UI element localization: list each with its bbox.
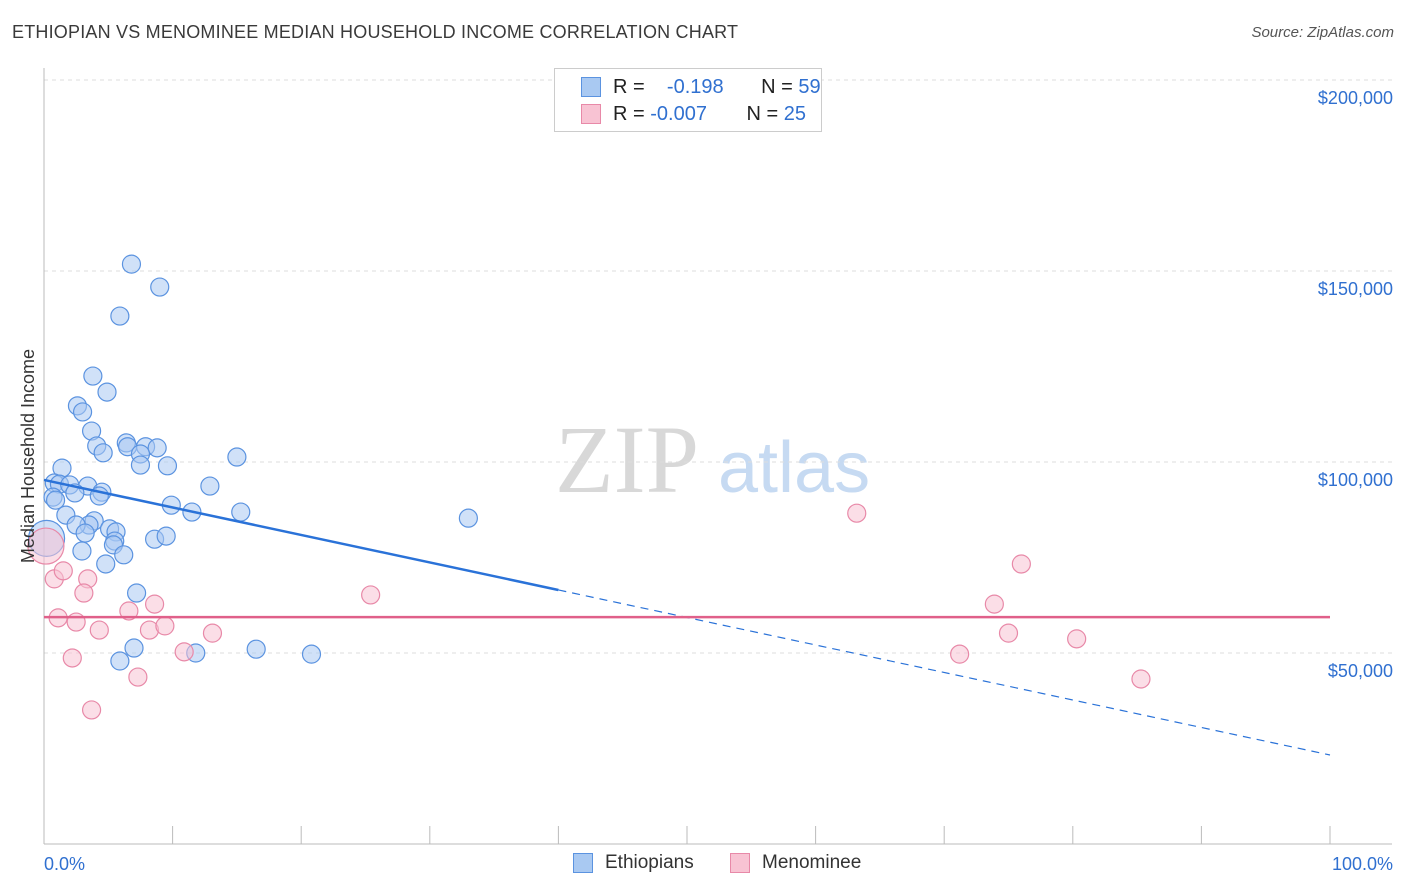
legend-item-menominee[interactable]: Menominee [730,852,861,874]
legend-item-ethiopians[interactable]: Ethiopians [573,852,694,874]
menominee-point [1131,669,1151,689]
n-value: 59 [798,75,821,98]
watermark: ZIP [555,406,699,513]
menominee-point [66,612,86,632]
menominee-point [984,594,1004,614]
source-label: Source: ZipAtlas.com [1251,24,1394,41]
menominee-point [174,642,194,662]
ethiopian-point [110,651,130,671]
ethiopian-point [72,541,92,561]
ethiopian-point [227,447,247,467]
stats-legend: R = -0.198 N = 59 R = -0.007 N = 25 [554,68,822,132]
y-axis-label: Median Household Income [18,349,38,563]
ethiopian-point [157,456,178,476]
legend-row-menominee: R = -0.007 N = 25 [581,101,806,127]
ethiopian-point [45,490,66,510]
ethiopian-point [156,526,176,546]
ethiopian-trend-line [43,478,559,592]
legend-label: Menominee [762,852,862,873]
menominee-point [62,648,82,668]
menominee-point [27,527,65,565]
ethiopian-point [96,554,116,574]
ethiopian-point [200,476,220,496]
menominee-point [144,594,165,614]
legend-row-ethiopians: R = -0.198 N = 59 [581,74,821,100]
y-tick-label: $100,000 [1318,470,1393,490]
menominee-swatch [581,104,601,124]
menominee-point [361,585,381,605]
menominee-point [1011,554,1031,574]
chart-title: ETHIOPIAN VS MENOMINEE MEDIAN HOUSEHOLD … [12,22,739,42]
menominee-point [998,623,1019,643]
n-value: 25 [783,102,806,125]
ethiopian-point [97,382,117,402]
ethiopian-point [75,523,95,543]
r-value: -0.198 [666,75,724,98]
ethiopian-point [130,455,151,475]
r-label: R = [613,75,645,98]
ethiopians-swatch [581,77,601,97]
ethiopian-point [246,639,266,659]
y-tick-label: $150,000 [1318,279,1393,299]
menominee-point [202,623,223,643]
ethiopian-point [231,502,251,522]
ethiopian-trend-extension [558,589,1331,756]
menominee-point [847,503,867,523]
ethiopian-point [110,306,130,326]
ethiopian-point [121,254,142,274]
menominee-point [74,583,94,603]
ethiopian-point [93,443,113,463]
ethiopian-point [72,402,93,422]
ethiopian-point [124,638,144,658]
menominee-point [81,700,102,720]
legend-label: Ethiopians [605,852,694,873]
y-tick-label: $200,000 [1318,88,1393,108]
ethiopian-point [83,366,103,386]
menominee-point [155,616,175,636]
ethiopian-point [126,583,147,603]
x-tick-label-min: 0.0% [44,854,85,874]
ethiopian-point [114,545,134,565]
ethiopian-point [301,644,322,664]
menominee-point [1067,629,1087,649]
menominee-point [119,601,139,621]
ethiopian-point [147,438,167,458]
r-value: -0.007 [650,102,707,125]
menominee-point [128,667,148,687]
menominee-point [53,561,73,581]
r-label: R = [613,102,645,125]
x-tick-label-max: 100.0% [1332,854,1393,874]
n-label: N = [761,75,793,98]
ethiopian-point [150,277,170,297]
n-label: N = [746,102,779,125]
ethiopians-swatch [573,853,593,873]
menominee-point [89,620,109,640]
ethiopian-point [458,508,478,528]
y-tick-label: $50,000 [1328,661,1393,681]
menominee-swatch [730,853,750,873]
watermark-atlas: atlas [718,428,870,508]
menominee-point [950,644,970,664]
